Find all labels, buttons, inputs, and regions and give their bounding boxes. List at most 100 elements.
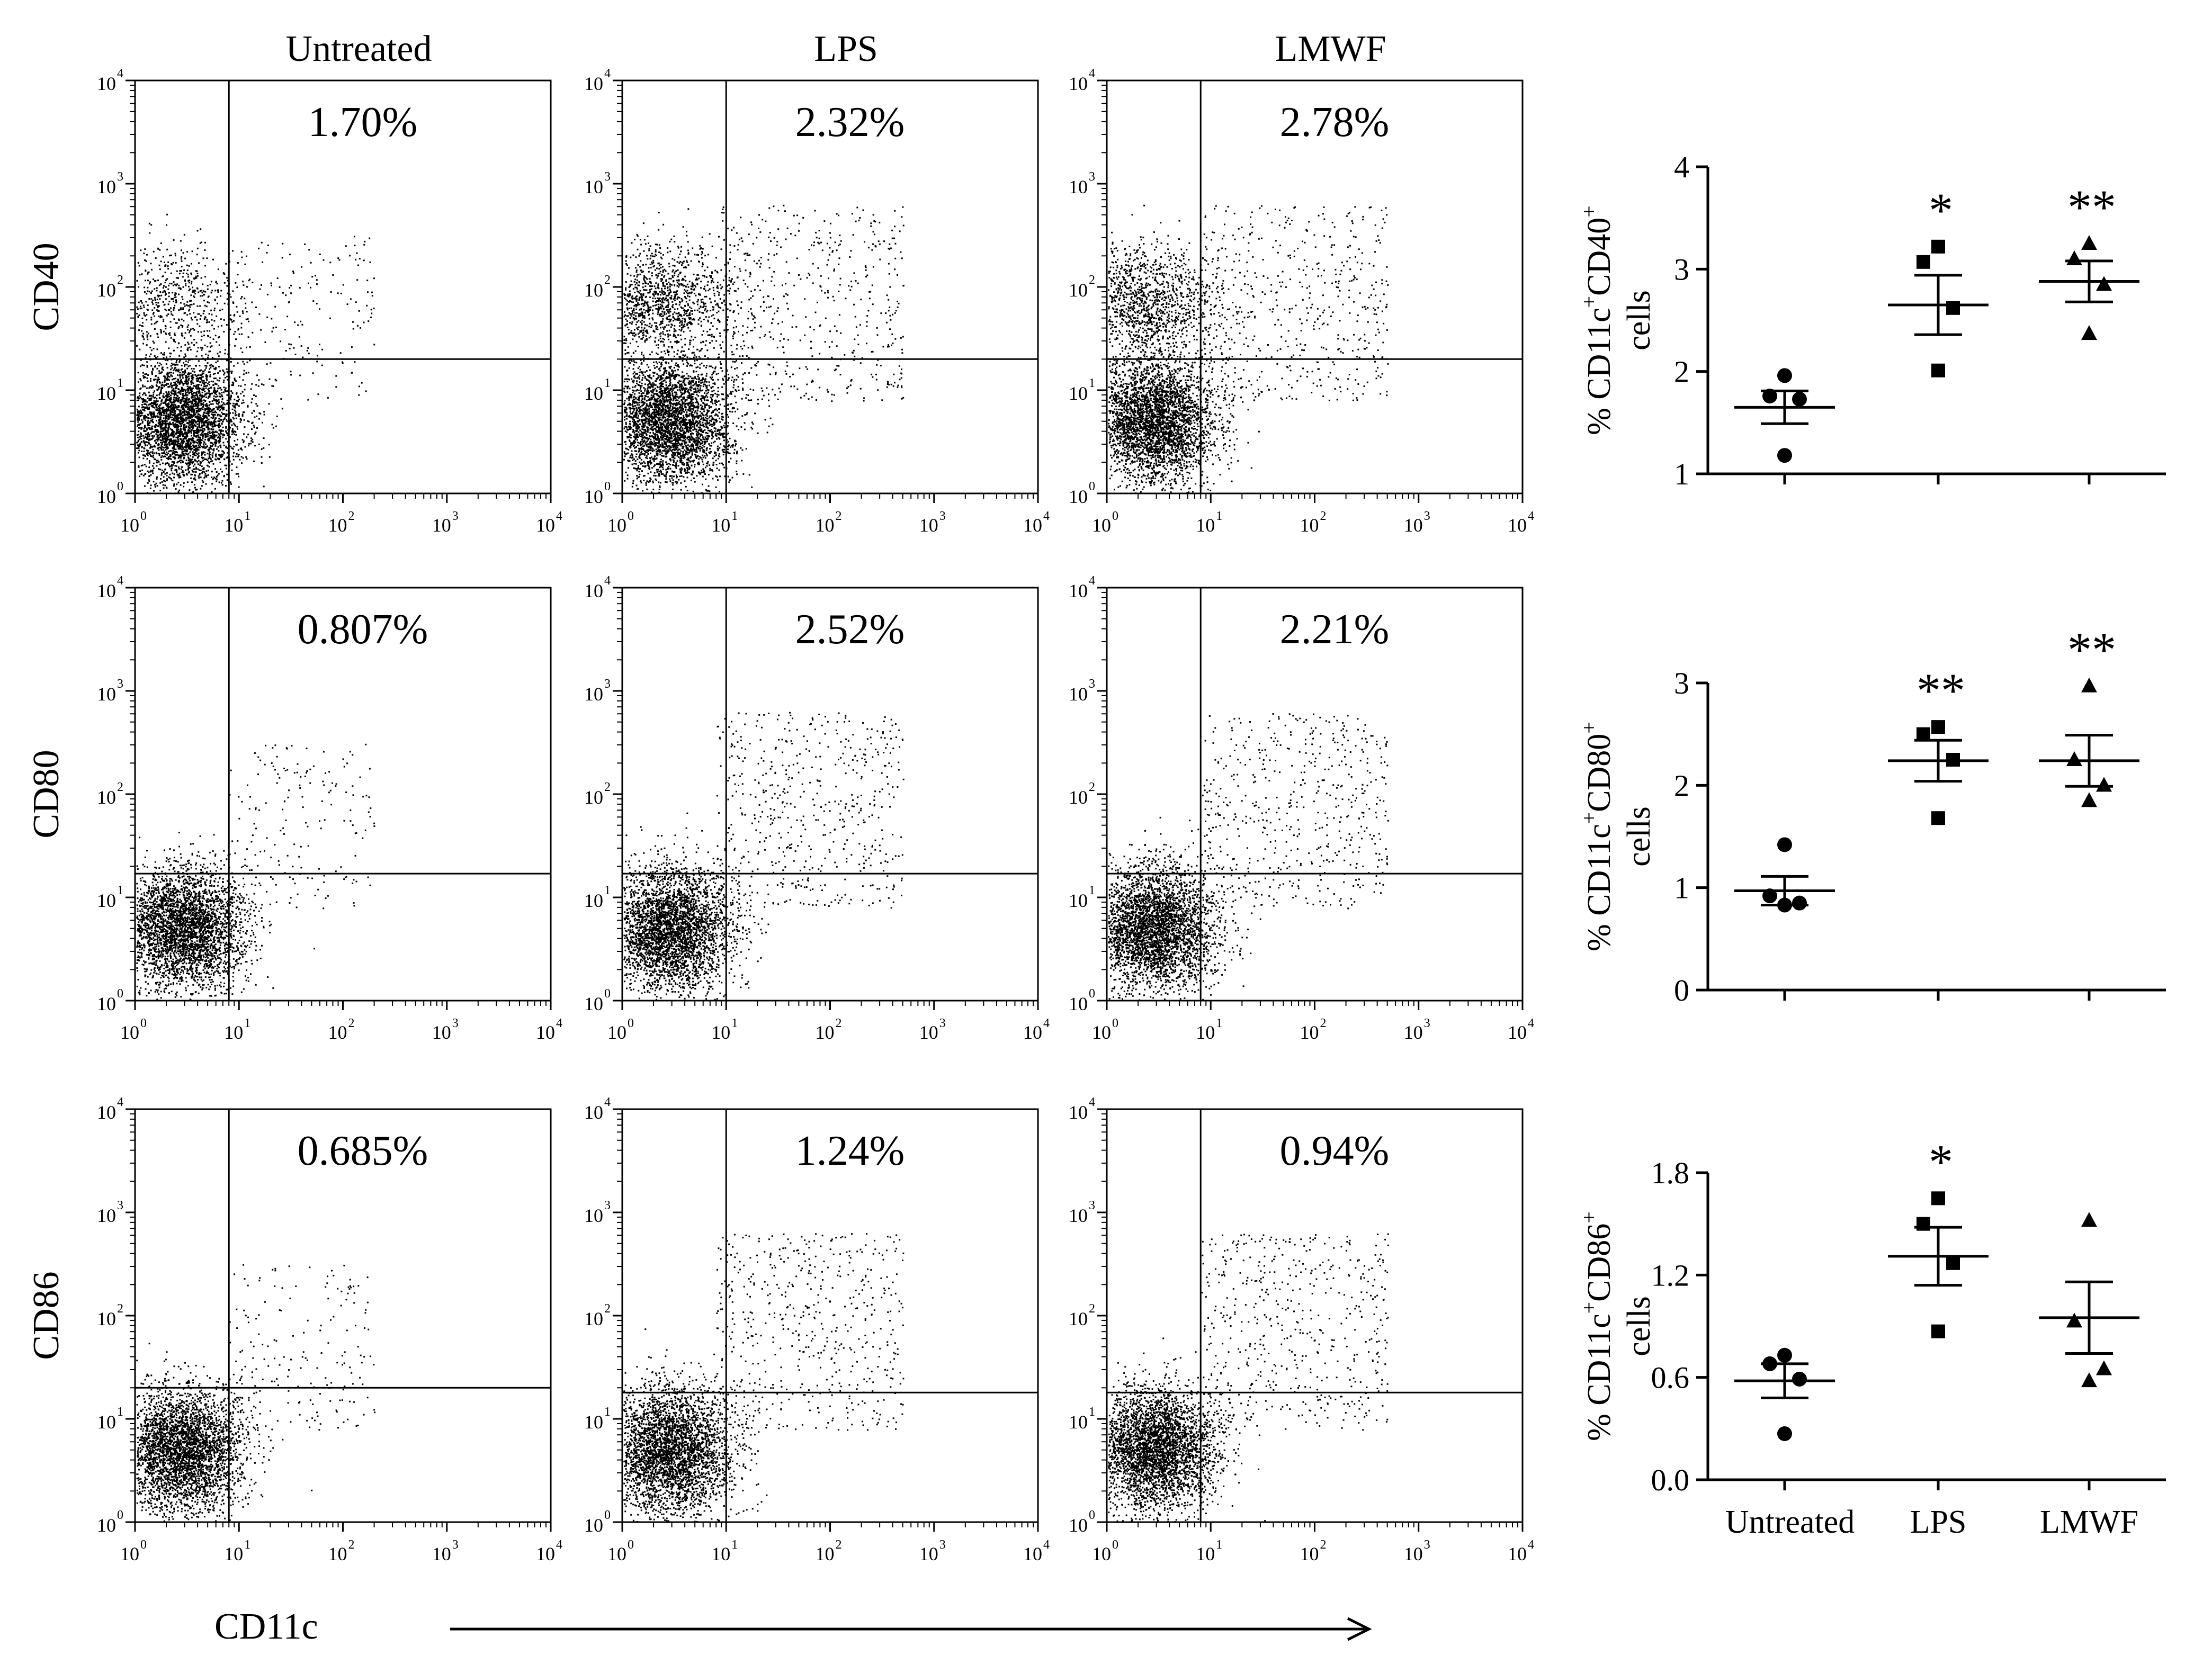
x-tick-label: 10 bbox=[120, 1543, 139, 1564]
y-tick-exponent: 4 bbox=[604, 67, 611, 80]
column-title-untreated: Untreated bbox=[286, 29, 432, 69]
y-tick-exponent: 4 bbox=[1089, 574, 1095, 588]
quadrant-percentage: 2.21% bbox=[1280, 606, 1390, 653]
summary-chart-cd86: 0.00.61.21.8% CD11c+CD86+cells*Untreated… bbox=[1577, 1135, 2166, 1540]
y-tick-label: 10 bbox=[97, 787, 116, 808]
y-tick-exponent: 4 bbox=[1089, 1095, 1095, 1109]
y-tick-label: 10 bbox=[1069, 993, 1088, 1014]
significance-marker: * bbox=[1929, 1135, 1953, 1189]
x-tick-exponent: 3 bbox=[452, 509, 459, 523]
y-tick-exponent: 3 bbox=[604, 1199, 611, 1212]
y-tick-exponent: 2 bbox=[117, 780, 123, 794]
y-tick-exponent: 4 bbox=[117, 574, 123, 588]
data-point-circle bbox=[1792, 895, 1807, 911]
quadrant-percentage: 2.32% bbox=[795, 99, 905, 146]
y-label-sup: + bbox=[1577, 722, 1601, 734]
data-point-triangle bbox=[2096, 1360, 2112, 1375]
x-tick-exponent: 4 bbox=[556, 509, 562, 523]
x-tick-exponent: 4 bbox=[1528, 509, 1534, 523]
data-point-square bbox=[1931, 1191, 1945, 1206]
x-tick-label: 10 bbox=[1300, 515, 1319, 536]
row-label-cd80: CD80 bbox=[26, 750, 67, 838]
data-point-circle bbox=[1777, 1426, 1792, 1441]
y-tick-exponent: 1 bbox=[117, 884, 123, 897]
y-tick-label: 10 bbox=[1069, 176, 1088, 197]
x-tick-label: 10 bbox=[1092, 1543, 1111, 1564]
y-tick-label: 10 bbox=[584, 1411, 603, 1433]
y-tick-label: 10 bbox=[97, 890, 116, 911]
x-tick-label: 10 bbox=[711, 1543, 730, 1564]
y-tick-label: 10 bbox=[584, 176, 603, 197]
y-tick-exponent: 4 bbox=[604, 574, 611, 588]
x-tick-label: 10 bbox=[1023, 515, 1042, 536]
flow-plot-cd80-lmwf: 2.21%10 010 010 110 110 210 210 310 310 410 4 bbox=[1069, 574, 1534, 1043]
x-tick-exponent: 3 bbox=[452, 1017, 459, 1030]
x-tick-exponent: 0 bbox=[1112, 1538, 1118, 1552]
x-tick-label: 10 bbox=[224, 1022, 243, 1043]
data-point-square bbox=[1946, 301, 1960, 315]
y-tick-exponent: 0 bbox=[117, 987, 123, 1001]
y-tick-exponent: 2 bbox=[117, 1302, 123, 1316]
y-tick-exponent: 0 bbox=[604, 987, 611, 1001]
x-tick-label: 10 bbox=[816, 515, 835, 536]
x-tick-label: 10 bbox=[919, 1022, 938, 1043]
y-tick-label: 10 bbox=[1069, 486, 1088, 507]
y-label-sup: + bbox=[1577, 296, 1601, 308]
x-tick-exponent: 2 bbox=[1320, 1017, 1327, 1030]
data-point-square bbox=[1931, 1324, 1945, 1338]
x-tick-label: 10 bbox=[1196, 1022, 1215, 1043]
y-tick-label: 10 bbox=[584, 73, 603, 94]
x-axis-arrowhead bbox=[1347, 1617, 1372, 1641]
y-tick-label: 10 bbox=[97, 280, 116, 301]
data-point-square bbox=[1917, 255, 1930, 269]
quadrant-percentage: 1.70% bbox=[308, 99, 418, 146]
dot-cloud bbox=[1108, 204, 1389, 494]
x-tick-label: 10 bbox=[224, 515, 243, 536]
y-tick-label: 10 bbox=[1069, 1205, 1088, 1226]
y-label-prefix: % CD11c bbox=[1581, 308, 1617, 435]
y-tick-label: 10 bbox=[584, 1205, 603, 1226]
data-point-triangle bbox=[2081, 792, 2097, 807]
x-tick-exponent: 2 bbox=[836, 1538, 842, 1552]
y-tick-label: 1 bbox=[1674, 871, 1689, 905]
y-tick-exponent: 3 bbox=[604, 677, 611, 691]
y-tick-exponent: 1 bbox=[117, 1405, 123, 1419]
data-point-square bbox=[1946, 1256, 1960, 1270]
y-tick-exponent: 0 bbox=[1089, 987, 1095, 1001]
x-tick-exponent: 4 bbox=[1528, 1017, 1534, 1030]
y-tick-label: 10 bbox=[97, 683, 116, 705]
y-tick-exponent: 3 bbox=[117, 1199, 123, 1212]
y-tick-exponent: 4 bbox=[1089, 67, 1095, 80]
x-tick-label: 10 bbox=[1092, 515, 1111, 536]
x-tick-exponent: 2 bbox=[348, 1538, 355, 1552]
y-tick-label: 10 bbox=[584, 486, 603, 507]
y-tick-exponent: 2 bbox=[604, 273, 611, 287]
y-axis-label-line2: cells bbox=[1621, 806, 1657, 867]
significance-marker: ** bbox=[2067, 623, 2116, 677]
y-tick-exponent: 0 bbox=[604, 480, 611, 493]
data-point-circle bbox=[1762, 888, 1777, 904]
flow-plot-cd80-lps: 2.52%10 010 010 110 110 210 210 310 310 410 4 bbox=[584, 574, 1050, 1043]
y-tick-exponent: 3 bbox=[117, 170, 123, 184]
y-tick-label: 10 bbox=[97, 1515, 116, 1536]
y-tick-label: 0.0 bbox=[1651, 1463, 1690, 1497]
x-tick-label: 10 bbox=[536, 515, 555, 536]
y-label-sup: + bbox=[1577, 205, 1601, 218]
y-tick-label: 2 bbox=[1674, 768, 1689, 803]
x-category-label-lps: LPS bbox=[1910, 1504, 1967, 1540]
significance-marker: * bbox=[1929, 183, 1953, 237]
y-tick-label: 1 bbox=[1674, 457, 1689, 491]
flow-plot-cd40-lps: 2.32%10 010 010 110 110 210 210 310 310 410 4 bbox=[584, 67, 1050, 536]
x-tick-exponent: 1 bbox=[244, 1538, 250, 1552]
y-tick-exponent: 1 bbox=[1089, 1405, 1095, 1419]
x-tick-exponent: 3 bbox=[1424, 1538, 1430, 1552]
flow-plot-cd40-untreated: 1.70%10 010 010 110 110 210 210 310 310 410 4 bbox=[97, 67, 562, 536]
y-tick-label: 10 bbox=[1069, 280, 1088, 301]
y-tick-label: 10 bbox=[1069, 383, 1088, 404]
x-tick-exponent: 4 bbox=[1528, 1538, 1534, 1552]
row-label-cd40: CD40 bbox=[26, 242, 67, 331]
y-tick-label: 1.8 bbox=[1651, 1156, 1690, 1190]
figure-footer: CD11c bbox=[214, 1606, 1372, 1647]
y-tick-exponent: 2 bbox=[604, 1302, 611, 1316]
